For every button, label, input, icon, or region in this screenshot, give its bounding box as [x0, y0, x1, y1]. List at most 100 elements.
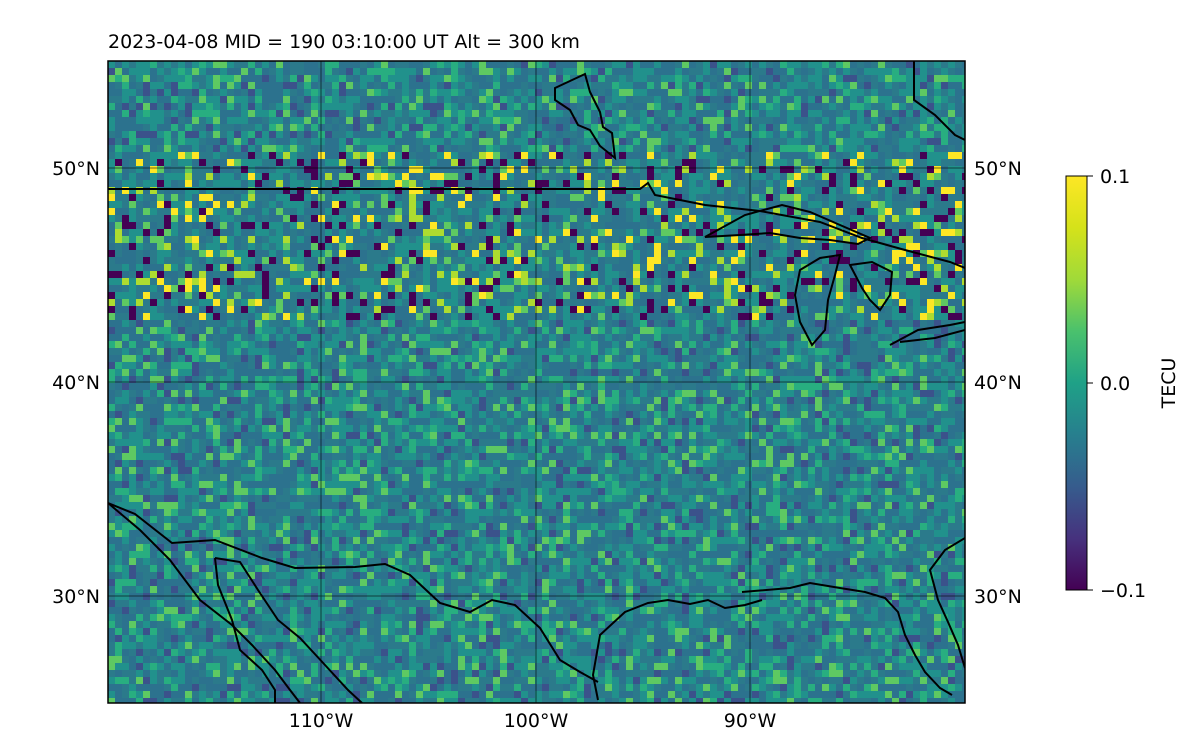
tec-cell — [444, 152, 451, 159]
tec-cell — [136, 341, 143, 348]
tec-cell — [514, 222, 521, 229]
tec-cell — [556, 103, 563, 110]
tec-cell — [122, 257, 129, 264]
tec-cell — [374, 201, 381, 208]
tec-cell — [892, 334, 899, 341]
tec-cell — [143, 201, 150, 208]
tec-cell — [507, 222, 514, 229]
tec-cell — [906, 292, 913, 299]
tec-cell — [878, 96, 885, 103]
tec-cell — [346, 355, 353, 362]
tec-cell — [220, 82, 227, 89]
tec-cell — [556, 271, 563, 278]
tec-cell — [430, 61, 437, 68]
tec-cell — [395, 131, 402, 138]
tec-cell — [367, 229, 374, 236]
tec-cell — [668, 110, 675, 117]
tec-cell — [395, 355, 402, 362]
tec-cell — [801, 89, 808, 96]
tec-cell — [185, 348, 192, 355]
tec-cell — [451, 96, 458, 103]
tec-cell — [836, 201, 843, 208]
tec-cell — [626, 285, 633, 292]
tec-cell — [878, 404, 885, 411]
tec-cell — [388, 75, 395, 82]
tec-cell — [276, 89, 283, 96]
tec-cell — [374, 348, 381, 355]
tec-cell — [318, 334, 325, 341]
tec-cell — [612, 299, 619, 306]
tec-cell — [619, 341, 626, 348]
tec-cell — [745, 369, 752, 376]
tec-cell — [150, 299, 157, 306]
tec-cell — [955, 103, 962, 110]
tec-cell — [549, 180, 556, 187]
tec-cell — [206, 383, 213, 390]
tec-cell — [941, 404, 948, 411]
tec-cell — [374, 306, 381, 313]
tec-cell — [724, 187, 731, 194]
tec-cell — [675, 131, 682, 138]
tec-cell — [605, 362, 612, 369]
tec-cell — [766, 173, 773, 180]
tec-cell — [416, 222, 423, 229]
tec-cell — [822, 348, 829, 355]
tec-cell — [178, 236, 185, 243]
tec-cell — [731, 355, 738, 362]
tec-cell — [423, 201, 430, 208]
tec-cell — [486, 201, 493, 208]
tec-cell — [234, 124, 241, 131]
tec-cell — [171, 89, 178, 96]
tec-cell — [696, 131, 703, 138]
tec-cell — [626, 334, 633, 341]
tec-cell — [276, 215, 283, 222]
tec-cell — [444, 110, 451, 117]
tec-cell — [899, 159, 906, 166]
tec-cell — [528, 334, 535, 341]
tec-cell — [668, 313, 675, 320]
tec-cell — [661, 208, 668, 215]
tec-cell — [171, 117, 178, 124]
tec-cell — [129, 278, 136, 285]
tec-cell — [213, 404, 220, 411]
tec-cell — [213, 278, 220, 285]
tec-cell — [675, 327, 682, 334]
tec-cell — [668, 201, 675, 208]
tec-cell — [360, 194, 367, 201]
tec-cell — [318, 376, 325, 383]
tec-cell — [339, 236, 346, 243]
tec-cell — [584, 383, 591, 390]
tec-cell — [269, 208, 276, 215]
tec-cell — [850, 222, 857, 229]
tec-cell — [437, 173, 444, 180]
tec-cell — [871, 166, 878, 173]
tec-cell — [829, 348, 836, 355]
tec-cell — [892, 257, 899, 264]
tec-cell — [850, 159, 857, 166]
tec-cell — [962, 131, 965, 138]
tec-cell — [311, 404, 318, 411]
tec-cell — [164, 250, 171, 257]
tec-cell — [472, 404, 479, 411]
tec-cell — [927, 173, 934, 180]
tec-cell — [871, 404, 878, 411]
tec-cell — [255, 180, 262, 187]
tec-cell — [535, 96, 542, 103]
tec-cell — [850, 110, 857, 117]
tec-cell — [612, 215, 619, 222]
tec-cell — [731, 166, 738, 173]
tec-cell — [773, 75, 780, 82]
tec-cell — [507, 306, 514, 313]
tec-cell — [808, 313, 815, 320]
tec-cell — [773, 334, 780, 341]
tec-cell — [633, 341, 640, 348]
tec-cell — [143, 404, 150, 411]
tec-cell — [465, 376, 472, 383]
tec-cell — [661, 152, 668, 159]
tec-cell — [913, 236, 920, 243]
tec-cell — [451, 152, 458, 159]
tec-cell — [941, 390, 948, 397]
tec-cell — [815, 124, 822, 131]
tec-cell — [136, 152, 143, 159]
tec-cell — [353, 362, 360, 369]
